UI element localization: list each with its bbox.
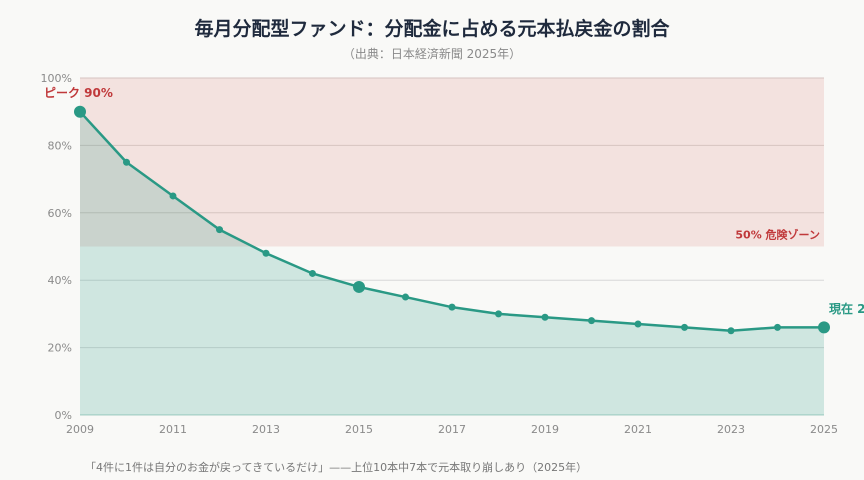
data-point <box>216 226 223 234</box>
data-point <box>634 320 642 328</box>
data-point <box>402 293 409 301</box>
y-tick-label: 60% <box>48 207 72 220</box>
x-tick-label: 2017 <box>438 423 466 436</box>
x-tick-label: 2011 <box>159 423 187 436</box>
chart-note: 「4件に1件は自分のお金が戻ってきているだけ」——上位10本中7本で元本取り崩し… <box>85 461 588 474</box>
x-tick-label: 2013 <box>252 423 280 436</box>
data-point <box>774 323 781 331</box>
data-point <box>353 280 365 293</box>
data-point <box>681 323 688 331</box>
current-annotation: 現在 26% <box>829 301 864 316</box>
data-point <box>448 303 456 311</box>
y-tick-label: 80% <box>48 139 72 152</box>
peak-annotation: ピーク 90% <box>44 86 113 100</box>
x-tick-label: 2021 <box>624 423 652 436</box>
data-point <box>309 269 316 277</box>
data-point <box>727 327 735 335</box>
area-fill <box>80 111 824 415</box>
y-tick-label: 20% <box>48 342 72 355</box>
data-point <box>818 321 830 334</box>
x-tick-label: 2023 <box>717 423 745 436</box>
x-tick-label: 2019 <box>531 423 559 436</box>
data-point <box>123 158 130 166</box>
data-point <box>495 310 502 318</box>
chart-subtitle: （出典：日本経済新聞 2025年） <box>342 47 522 61</box>
x-tick-label: 2015 <box>345 423 373 436</box>
data-point <box>74 105 86 118</box>
data-point <box>169 192 177 200</box>
data-point <box>262 249 270 257</box>
chart-title: 毎月分配型ファンド：分配金に占める元本払戻金の割合 <box>194 18 670 40</box>
y-tick-label: 40% <box>48 274 72 287</box>
x-tick-label: 2025 <box>810 423 838 436</box>
y-tick-label: 0% <box>55 409 72 422</box>
data-point <box>588 317 595 325</box>
data-point <box>541 313 549 321</box>
y-tick-label: 100% <box>41 72 72 85</box>
x-tick-label: 2009 <box>66 423 94 436</box>
danger-zone-label: 50% 危険ゾーン <box>735 228 820 242</box>
